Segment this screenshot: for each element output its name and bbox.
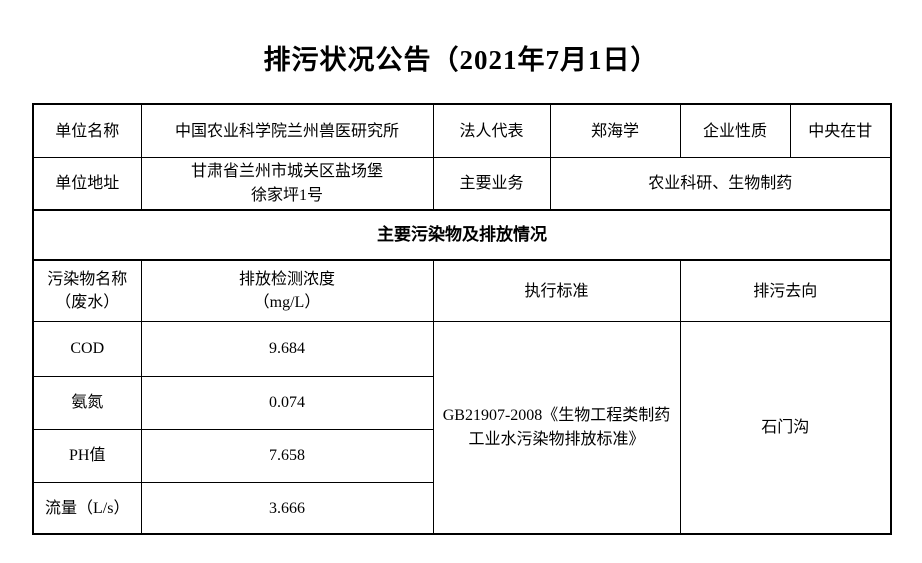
col-header-standard: 执行标准 [432,259,681,322]
business-label: 主要业务 [432,156,551,211]
pollutant-name-ammonia: 氨氮 [32,375,142,430]
legal-rep-value: 郑海学 [549,103,681,158]
row-unit-info: 单位名称 中国农业科学院兰州兽医研究所 法人代表 郑海学 企业性质 中央在甘 [32,103,892,158]
pollutant-name-cod: COD [32,320,142,377]
table-row-ammonia: 氨氮 0.074 [32,375,891,430]
unit-name-value: 中国农业科学院兰州兽医研究所 [140,103,434,158]
section-header: 主要污染物及排放情况 [32,209,892,262]
address-label: 单位地址 [32,156,142,211]
pollutant-name-flow: 流量（L/s） [32,481,142,535]
col-header-concentration: 排放检测浓度 （mg/L） [140,259,434,322]
destination-value: 石门沟 [679,320,892,535]
pollutant-value-cod: 9.684 [140,320,434,377]
row-section-header: 主要污染物及排放情况 [32,209,892,262]
unit-name-label: 单位名称 [32,103,142,158]
nature-label: 企业性质 [679,103,791,158]
row-address-info: 单位地址 甘肃省兰州市城关区盐场堡 徐家坪1号 主要业务 农业科研、生物制药 [32,156,892,211]
legal-rep-label: 法人代表 [432,103,551,158]
pollutant-value-flow: 3.666 [140,481,434,535]
table-row-ph: PH值 7.658 [32,428,891,483]
nature-value: 中央在甘 [789,103,892,158]
table-row-flow: 流量（L/s） 3.666 [32,481,891,535]
pollutant-name-ph: PH值 [32,428,142,483]
business-value: 农业科研、生物制药 [549,156,892,211]
row-pollutant-header: 污染物名称 （废水） 排放检测浓度 （mg/L） 执行标准 排污去向 [32,259,892,322]
page-title: 排污状况公告（2021年7月1日） [263,45,659,75]
table-row-cod: COD 9.684 GB21907-2008《生物工程类制药 工业水污染物排放标… [32,320,892,535]
pollutant-value-ammonia: 0.074 [140,375,434,430]
pollutant-value-ph: 7.658 [140,428,434,483]
announcement-table: 单位名称 中国农业科学院兰州兽医研究所 法人代表 郑海学 企业性质 中央在甘 单… [32,103,892,536]
address-value: 甘肃省兰州市城关区盐场堡 徐家坪1号 [140,156,434,211]
col-header-destination: 排污去向 [679,259,892,322]
col-header-pollutant-name: 污染物名称 （废水） [32,259,142,322]
standard-value: GB21907-2008《生物工程类制药 工业水污染物排放标准》 [432,320,681,535]
